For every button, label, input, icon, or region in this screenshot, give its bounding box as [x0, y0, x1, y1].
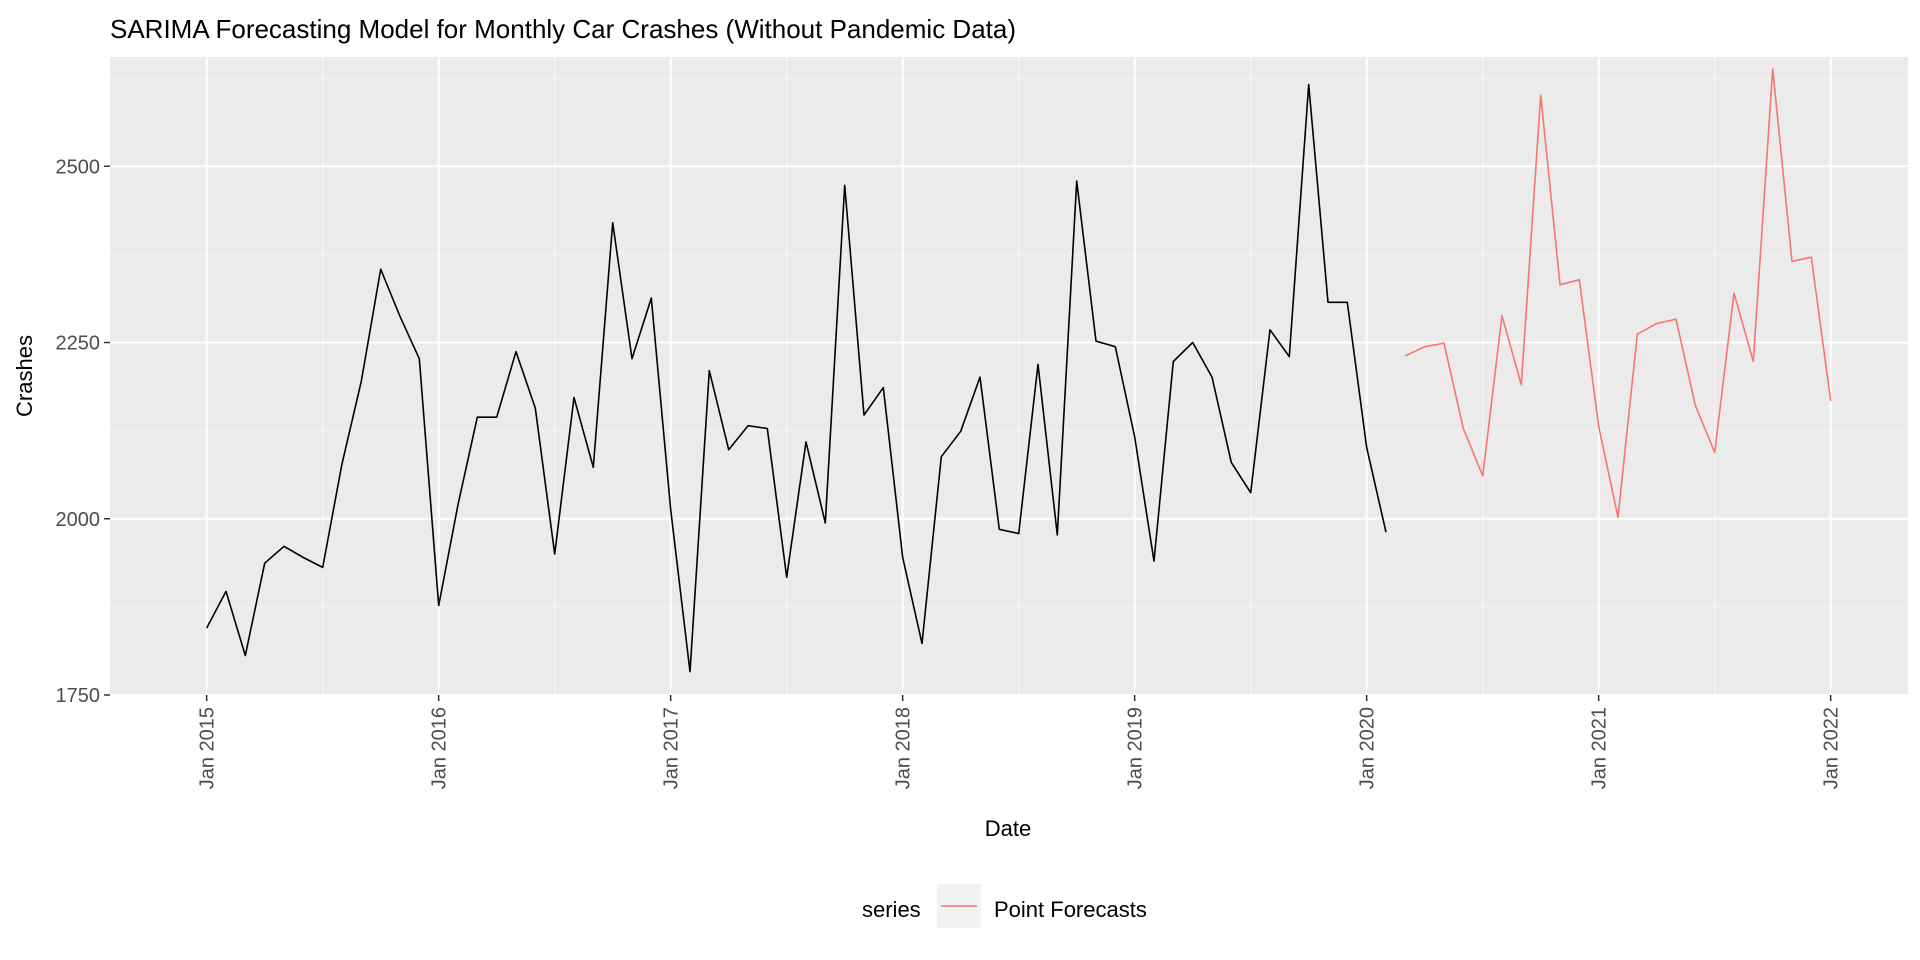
y-tick-label: 2250	[56, 333, 101, 355]
plot-panel	[110, 57, 1908, 695]
x-tick-label: Jan 2018	[893, 707, 915, 789]
x-tick-label: Jan 2022	[1821, 707, 1843, 789]
y-tick-label: 2000	[56, 509, 101, 531]
x-tick-label: Jan 2019	[1125, 707, 1147, 789]
y-tick-label: 2500	[56, 156, 101, 178]
x-tick-label: Jan 2021	[1589, 707, 1611, 789]
grid-major	[110, 57, 1908, 696]
y-tick-label: 1750	[56, 685, 101, 707]
grid-minor	[110, 57, 1908, 695]
legend: series Point Forecasts	[862, 884, 1147, 928]
series-line-point-forecasts	[1404, 68, 1832, 519]
x-axis-title: Date	[985, 816, 1031, 841]
series-line-history	[205, 83, 1387, 673]
x-tick-label: Jan 2017	[661, 707, 683, 789]
y-axis-title: Crashes	[12, 335, 37, 417]
x-tick-label: Jan 2015	[197, 707, 219, 789]
legend-entry-point-forecasts: Point Forecasts	[994, 897, 1147, 922]
y-axis: 1750 2000 2250 2500	[56, 156, 110, 707]
legend-title: series	[862, 897, 921, 922]
series-layer	[205, 68, 1832, 673]
chart-title: SARIMA Forecasting Model for Monthly Car…	[110, 14, 1016, 44]
x-tick-label: Jan 2016	[429, 707, 451, 789]
x-axis: Jan 2015 Jan 2016 Jan 2017 Jan 2018 Jan 2019…	[197, 695, 1843, 789]
x-tick-label: Jan 2020	[1357, 707, 1379, 789]
